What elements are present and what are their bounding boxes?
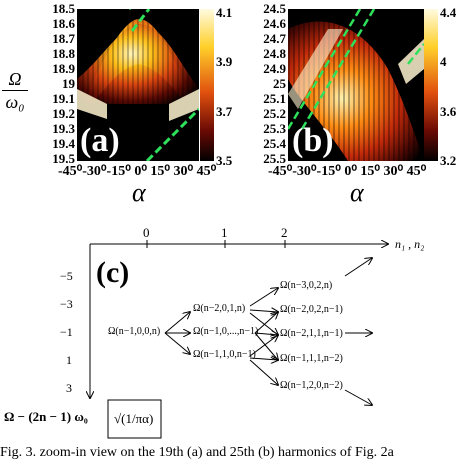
panel-c-left-tick: −3 (60, 297, 73, 311)
diagram-node: Ω(n−1,2,0,n−2) (280, 380, 343, 391)
panel-b-xlabel: α (350, 178, 364, 207)
panel-a-ytick: 19.4 (52, 136, 75, 151)
panel-b-label: (b) (292, 122, 334, 159)
panel-b-ytick: 24.9 (263, 61, 286, 76)
panel-b-colorbar-tick: 4.4 (440, 5, 457, 20)
diagram-node: Ω(n−1,1,1,n−2) (280, 353, 343, 364)
panel-a-heatmap (77, 9, 199, 161)
panel-b-ytick: 24.6 (263, 16, 286, 31)
panel-c-left-tick: 3 (66, 381, 72, 395)
ylabel-denominator: ω₀ (5, 92, 25, 112)
panel-a-ytick: 19.5 (52, 151, 75, 166)
panel-a-colorbar-tick: 4.1 (216, 5, 233, 20)
panel-a-ylabel: Ω ω₀ (2, 70, 28, 111)
diagram-node: Ω(n−2,0,2,n−1) (280, 304, 343, 315)
panel-b-colorbar-tick: 3.6 (440, 103, 457, 119)
panel-c-bottom-expression: Ω − (2n − 1) ω₀ (4, 409, 88, 424)
panel-c-axis-label: n₁ , n₂ (395, 237, 425, 251)
panel-a-xlabel: α (132, 178, 146, 207)
panel-b-colorbar (424, 9, 438, 161)
panel-a-ytick: 19.1 (52, 91, 75, 106)
panel-a-ytick: 18.9 (52, 61, 75, 76)
panel-a-ytick: 18.5 (52, 1, 75, 16)
panel-c-axis-tick-0: 0 (143, 225, 150, 240)
panel-a-colorbar-tick: 3.5 (216, 153, 233, 168)
panel-c-axis-tick-2: 2 (281, 225, 288, 240)
panel-a-ytick: 18.8 (52, 46, 75, 61)
diagram-node: Ω(n−1,1,0,n−1) (193, 349, 256, 360)
diagram-node: Ω(n−1,0,...,n−1) (193, 326, 259, 337)
panel-b-ytick: 25.3 (263, 121, 286, 136)
panel-b-xticks: -45⁰-30⁰-15⁰ 0⁰ 15⁰ 30⁰ 45⁰ (268, 164, 427, 179)
panel-b-ytick: 25.1 (263, 91, 286, 106)
panel-a-ytick: 18.7 (52, 31, 75, 46)
panel-a-colorbar-tick: 3.7 (216, 103, 233, 119)
panel-b-heatmap (288, 9, 424, 161)
panel-c-bracket-expression: √(1/πα) (114, 411, 154, 426)
panel-a-ytick: 19.2 (52, 106, 75, 121)
diagram-node: Ω(n−3,0,2,n) (280, 280, 333, 291)
diagram-node: Ω(n−2,0,1,n) (193, 303, 246, 314)
panel-b-colorbar-tick: 4 (440, 54, 447, 70)
panel-a-colorbar (200, 9, 214, 161)
panel-b-ytick: 24.8 (263, 46, 286, 61)
panel-b-ytick: 25.2 (263, 106, 286, 121)
panel-a-colorbar-tick: 3.9 (216, 54, 233, 70)
panel-c-left-tick: −1 (60, 325, 73, 339)
panel-b-ytick: 25.5 (263, 151, 286, 166)
panel-b-ytick: 24.7 (263, 31, 286, 46)
figure-caption: Fig. 3. zoom-in view on the 19th (a) and… (0, 445, 394, 460)
panel-a-xticks: -45⁰-30⁰-15⁰ 0⁰ 15⁰ 30⁰ 45⁰ (58, 164, 217, 179)
panel-c-left-tick: 1 (66, 353, 72, 367)
panel-a-label: (a) (80, 122, 120, 159)
panel-a-ytick: 19 (62, 76, 75, 91)
panel-a-ytick: 19.3 (52, 121, 75, 136)
panel-b-ytick: 25 (273, 76, 286, 91)
ylabel-numerator: Ω (8, 69, 22, 89)
panel-b-ytick: 25.4 (263, 136, 286, 151)
diagram-node: Ω(n−2,1,1,n−1) (280, 328, 343, 339)
panel-c-left-tick: −5 (60, 269, 73, 283)
diagram-node: Ω(n−1,0,0,n) (108, 326, 161, 337)
panel-c-label: (c) (96, 256, 130, 289)
panel-a-ytick: 18.6 (52, 16, 75, 31)
panel-b-ytick: 24.5 (263, 1, 286, 16)
panel-c-axis-tick-1: 1 (221, 225, 228, 240)
panel-b-colorbar-tick: 3.2 (440, 153, 457, 168)
